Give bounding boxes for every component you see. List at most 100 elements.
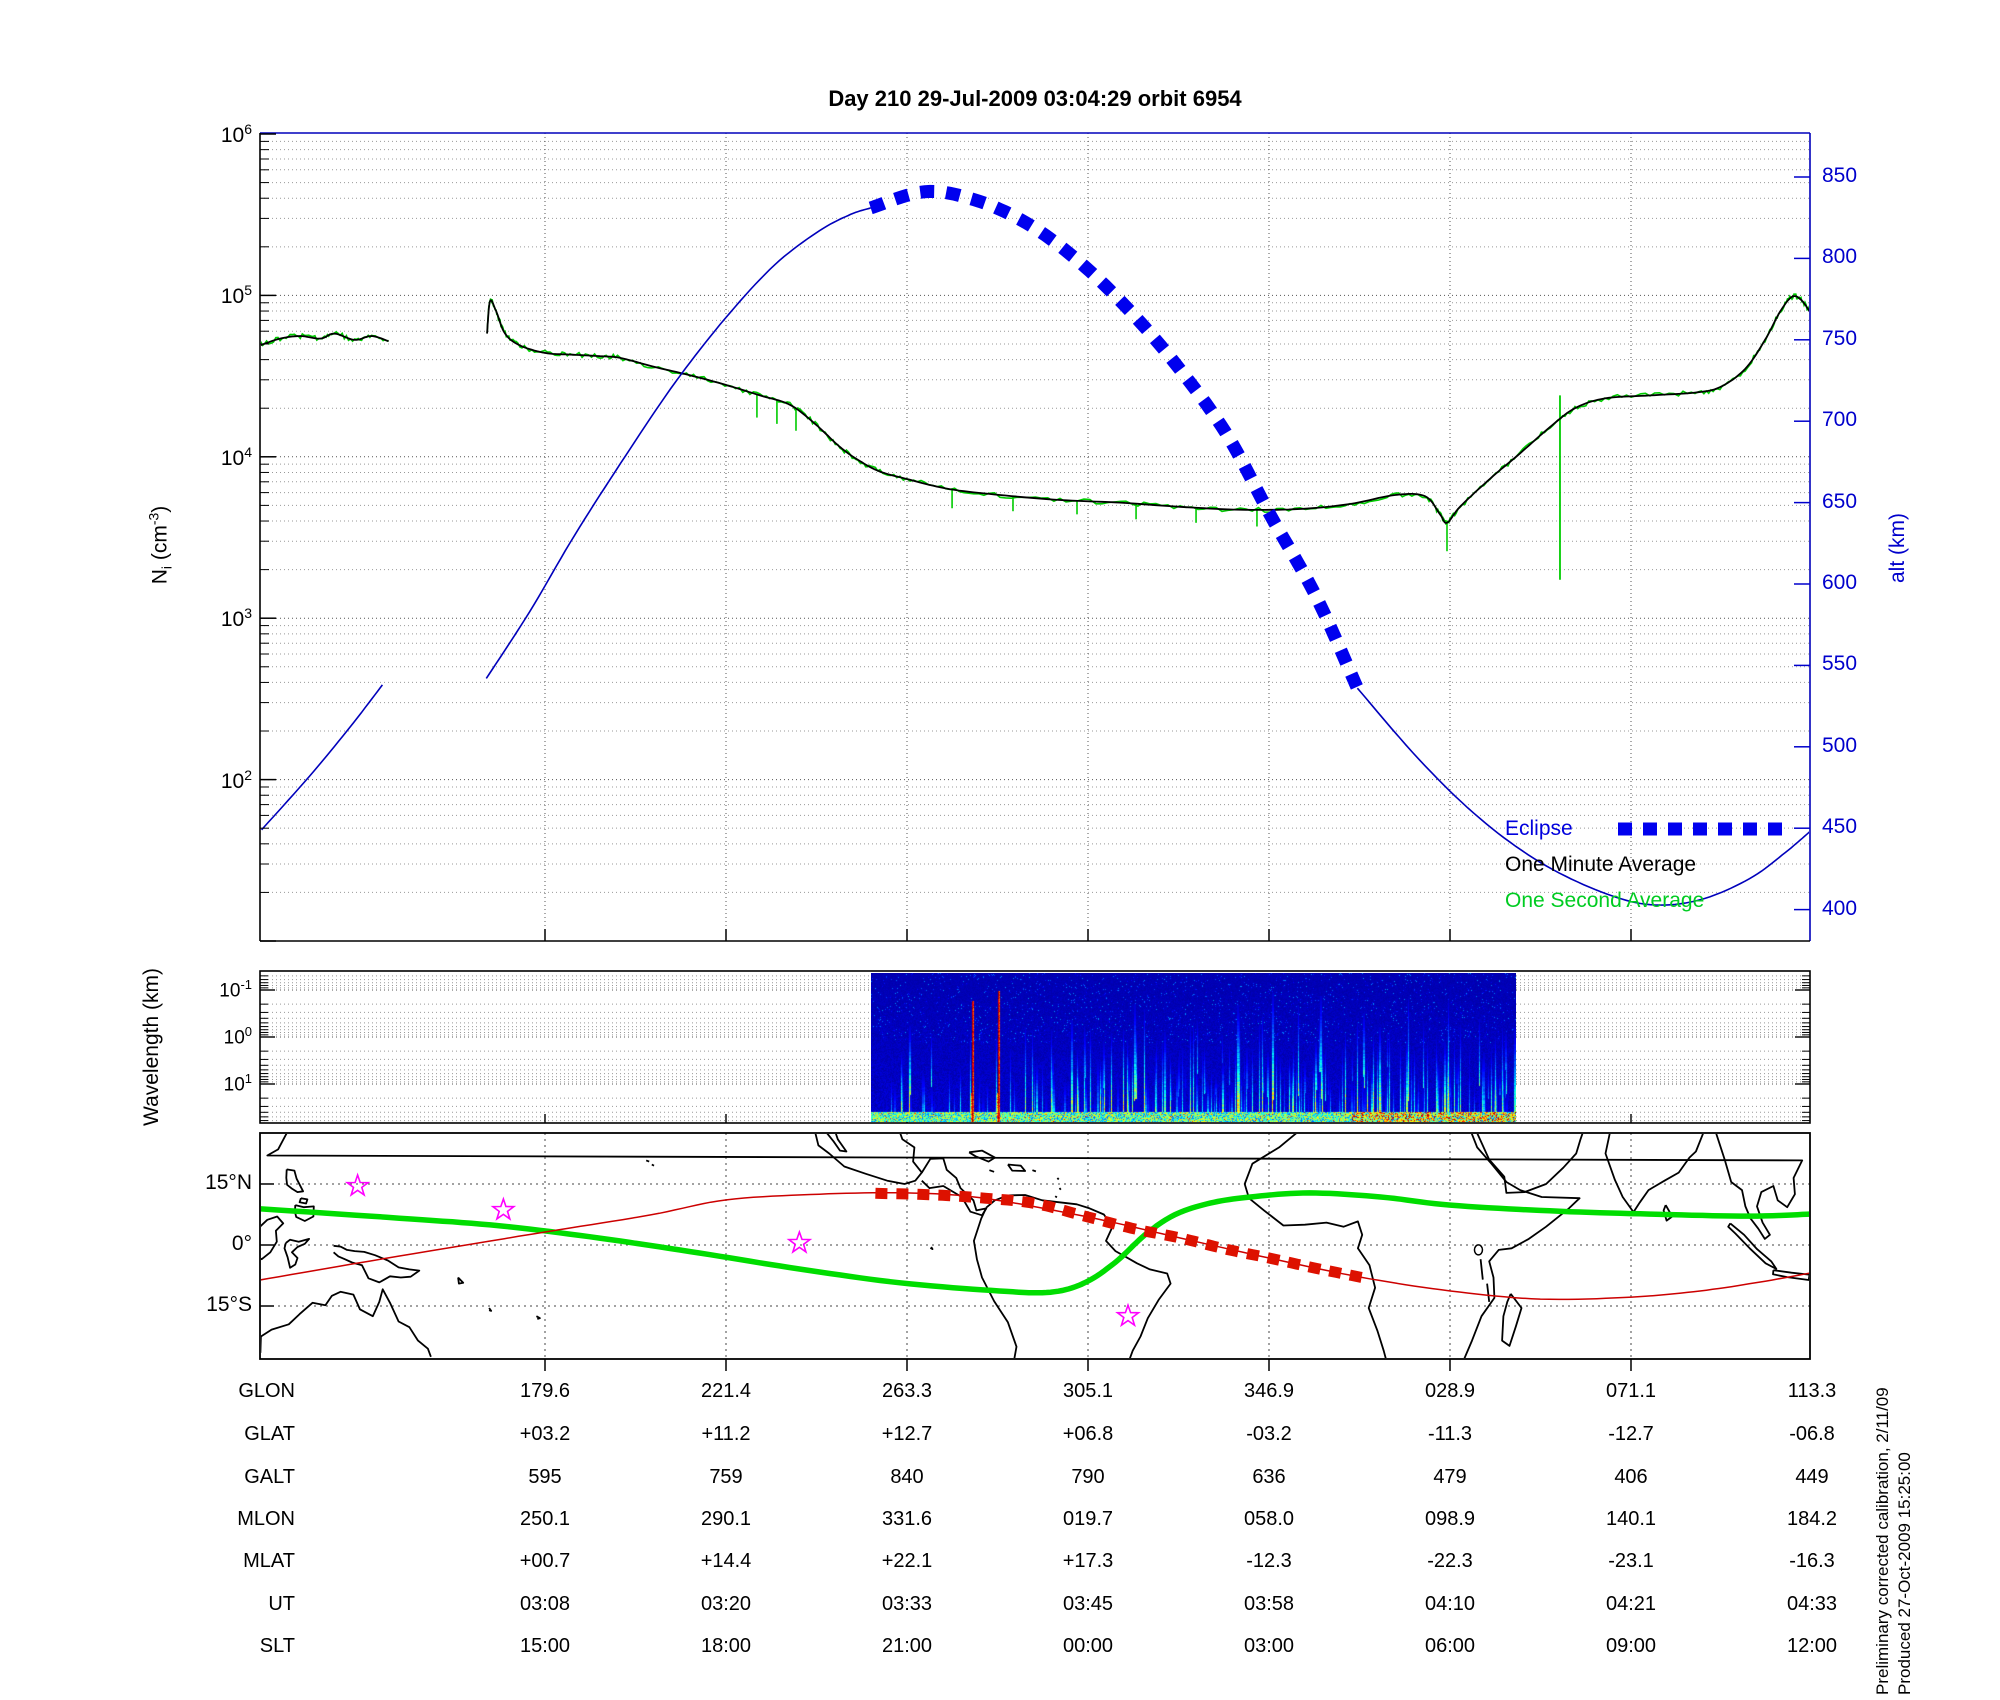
table-cell: 21:00 — [881, 1635, 933, 1657]
table-cell: +17.3 — [1062, 1550, 1114, 1572]
table-cell: 03:45 — [1062, 1593, 1114, 1615]
table-cell: 03:20 — [700, 1593, 752, 1615]
ground-station-star — [1115, 1302, 1141, 1328]
table-cell: +03.2 — [519, 1423, 571, 1445]
table-row-label: GLAT — [244, 1423, 295, 1445]
table-cell: 04:33 — [1786, 1593, 1838, 1615]
ni-tick-label: 102 — [220, 767, 252, 793]
ni-tick-label: 104 — [220, 444, 252, 470]
lat-tick-label: 15°S — [206, 1293, 252, 1316]
table-cell: 06:00 — [1424, 1635, 1476, 1657]
alt-tick-label: 450 — [1822, 815, 1858, 838]
table-row-label: GLON — [238, 1380, 295, 1402]
alt-axis-label: alt (km) — [1886, 513, 1909, 583]
alt-tick-label: 400 — [1822, 897, 1858, 920]
table-cell: 028.9 — [1424, 1380, 1476, 1402]
table-row-label: GALT — [244, 1466, 295, 1488]
plot-title: Day 210 29-Jul-2009 03:04:29 orbit 6954 — [828, 86, 1242, 111]
table-cell: 140.1 — [1605, 1508, 1657, 1530]
note-line: Produced 27-Oct-2009 15:25:00 — [1895, 1452, 1914, 1695]
legend-eclipse-label: Eclipse — [1505, 817, 1573, 840]
table-cell: -22.3 — [1427, 1550, 1473, 1572]
table-cell: +06.8 — [1062, 1423, 1114, 1445]
top-panel-grid — [260, 133, 1810, 941]
table-cell: 179.6 — [519, 1380, 571, 1402]
ni-tick-label: 105 — [220, 282, 252, 308]
table-cell: -11.3 — [1427, 1423, 1473, 1445]
table-cell: +00.7 — [519, 1550, 571, 1572]
table-row-label: SLT — [259, 1635, 295, 1657]
table-cell: 03:00 — [1243, 1635, 1295, 1657]
table-cell: 04:10 — [1424, 1593, 1476, 1615]
table-cell: +22.1 — [881, 1550, 933, 1572]
table-cell: 250.1 — [519, 1508, 571, 1530]
alt-tick-label: 600 — [1822, 571, 1858, 594]
table-cell: -16.3 — [1789, 1550, 1835, 1572]
table-cell: 03:33 — [881, 1593, 933, 1615]
table-cell: 18:00 — [700, 1635, 752, 1657]
table-cell: 790 — [1071, 1466, 1105, 1488]
ground-station-star — [344, 1172, 371, 1197]
spectrogram-image — [871, 973, 1516, 1122]
alt-tick-label: 850 — [1822, 164, 1858, 187]
wavelength-tick-label: 100 — [223, 1024, 252, 1049]
ground-station-star — [490, 1196, 517, 1221]
lat-tick-label: 0° — [231, 1232, 252, 1255]
table-cell: 098.9 — [1424, 1508, 1476, 1530]
wavelength-axis-label: Wavelength (km) — [140, 968, 163, 1126]
table-cell: 305.1 — [1062, 1380, 1114, 1402]
table-cell: -12.3 — [1246, 1550, 1292, 1572]
ni-tick-label: 106 — [220, 121, 252, 147]
table-cell: 290.1 — [700, 1508, 752, 1530]
table-cell: 184.2 — [1786, 1508, 1838, 1530]
table-cell: 221.4 — [700, 1380, 752, 1402]
wavelength-tick-label: 101 — [223, 1071, 252, 1096]
table-cell: 15:00 — [519, 1635, 571, 1657]
table-cell: 406 — [1614, 1466, 1648, 1488]
table-cell: -12.7 — [1608, 1423, 1654, 1445]
table-cell: 331.6 — [881, 1508, 933, 1530]
table-cell: 019.7 — [1062, 1508, 1114, 1530]
table-cell: 058.0 — [1243, 1508, 1295, 1530]
table-cell: 04:21 — [1605, 1593, 1657, 1615]
world-map-panel — [259, 1132, 1811, 1371]
table-cell: 595 — [528, 1466, 562, 1488]
table-cell: +12.7 — [881, 1423, 933, 1445]
table-cell: 840 — [890, 1466, 924, 1488]
table-cell: 12:00 — [1786, 1635, 1838, 1657]
table-row-label: MLAT — [243, 1550, 295, 1572]
top-panel-curves — [261, 184, 1809, 906]
table-cell: 263.3 — [881, 1380, 933, 1402]
alt-tick-label: 700 — [1822, 408, 1858, 431]
note-line: Preliminary corrected calibration, 2/11/… — [1873, 1387, 1892, 1695]
alt-tick-label: 500 — [1822, 734, 1858, 757]
table-cell: -06.8 — [1789, 1423, 1835, 1445]
table-cell: 03:58 — [1243, 1593, 1295, 1615]
legend-one-minute-label: One Minute Average — [1505, 853, 1697, 876]
wavelength-tick-label: 10-1 — [219, 977, 252, 1002]
ground-station-star — [786, 1229, 813, 1254]
alt-tick-label: 800 — [1822, 245, 1858, 268]
table-cell: -03.2 — [1246, 1423, 1292, 1445]
table-row-label: MLON — [237, 1508, 295, 1530]
production-notes: Preliminary corrected calibration, 2/11/… — [1872, 1387, 1916, 1695]
top-panel-frame — [259, 132, 1811, 942]
table-cell: 071.1 — [1605, 1380, 1657, 1402]
table-cell: 636 — [1252, 1466, 1286, 1488]
table-cell: -23.1 — [1608, 1550, 1654, 1572]
table-cell: +14.4 — [700, 1550, 752, 1572]
table-row-label: UT — [268, 1593, 295, 1615]
table-cell: 759 — [709, 1466, 743, 1488]
legend-one-second-label: One Second Average — [1505, 889, 1705, 912]
alt-tick-label: 550 — [1822, 652, 1858, 675]
table-cell: 479 — [1433, 1466, 1467, 1488]
ni-tick-label: 103 — [220, 605, 252, 631]
table-cell: 449 — [1795, 1466, 1829, 1488]
ni-axis-label: Ni (cm-3) — [145, 505, 175, 585]
table-cell: +11.2 — [701, 1423, 751, 1445]
table-cell: 00:00 — [1062, 1635, 1114, 1657]
table-cell: 09:00 — [1605, 1635, 1657, 1657]
table-cell: 346.9 — [1243, 1380, 1295, 1402]
